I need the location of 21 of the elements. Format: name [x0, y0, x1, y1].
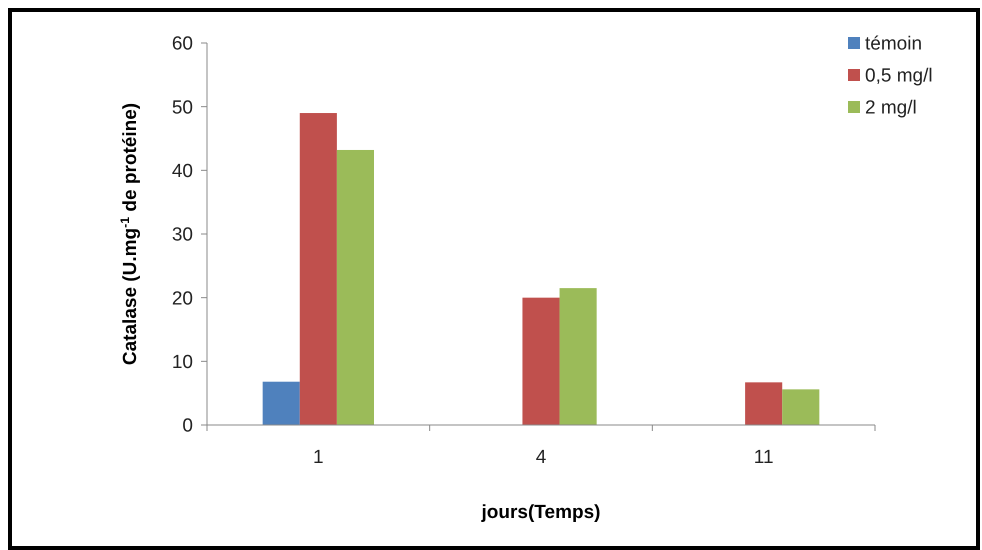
- bar: [262, 382, 300, 425]
- y-tick-label: 50: [172, 97, 193, 118]
- x-tick-label: 11: [754, 447, 774, 468]
- y-tick-label: 20: [172, 288, 193, 310]
- x-tick-label: 4: [536, 447, 547, 468]
- y-tick-label: 60: [172, 34, 193, 55]
- bar: [336, 150, 374, 425]
- y-tick-label: 10: [172, 352, 193, 373]
- legend-label: témoin: [865, 34, 922, 55]
- legend-label: 0,5 mg/l: [865, 66, 933, 87]
- x-axis-title: jours(Temps): [480, 502, 600, 523]
- y-tick-label: 40: [172, 160, 193, 182]
- y-tick-label: 30: [172, 224, 193, 246]
- bar: [560, 288, 597, 425]
- legend-label: 2 mg/l: [865, 98, 917, 119]
- bar: [745, 382, 782, 425]
- bar: [300, 113, 337, 425]
- bar: [522, 298, 560, 425]
- y-tick-label: 0: [182, 416, 193, 437]
- bar: [782, 389, 820, 425]
- x-tick-label: 1: [313, 447, 324, 468]
